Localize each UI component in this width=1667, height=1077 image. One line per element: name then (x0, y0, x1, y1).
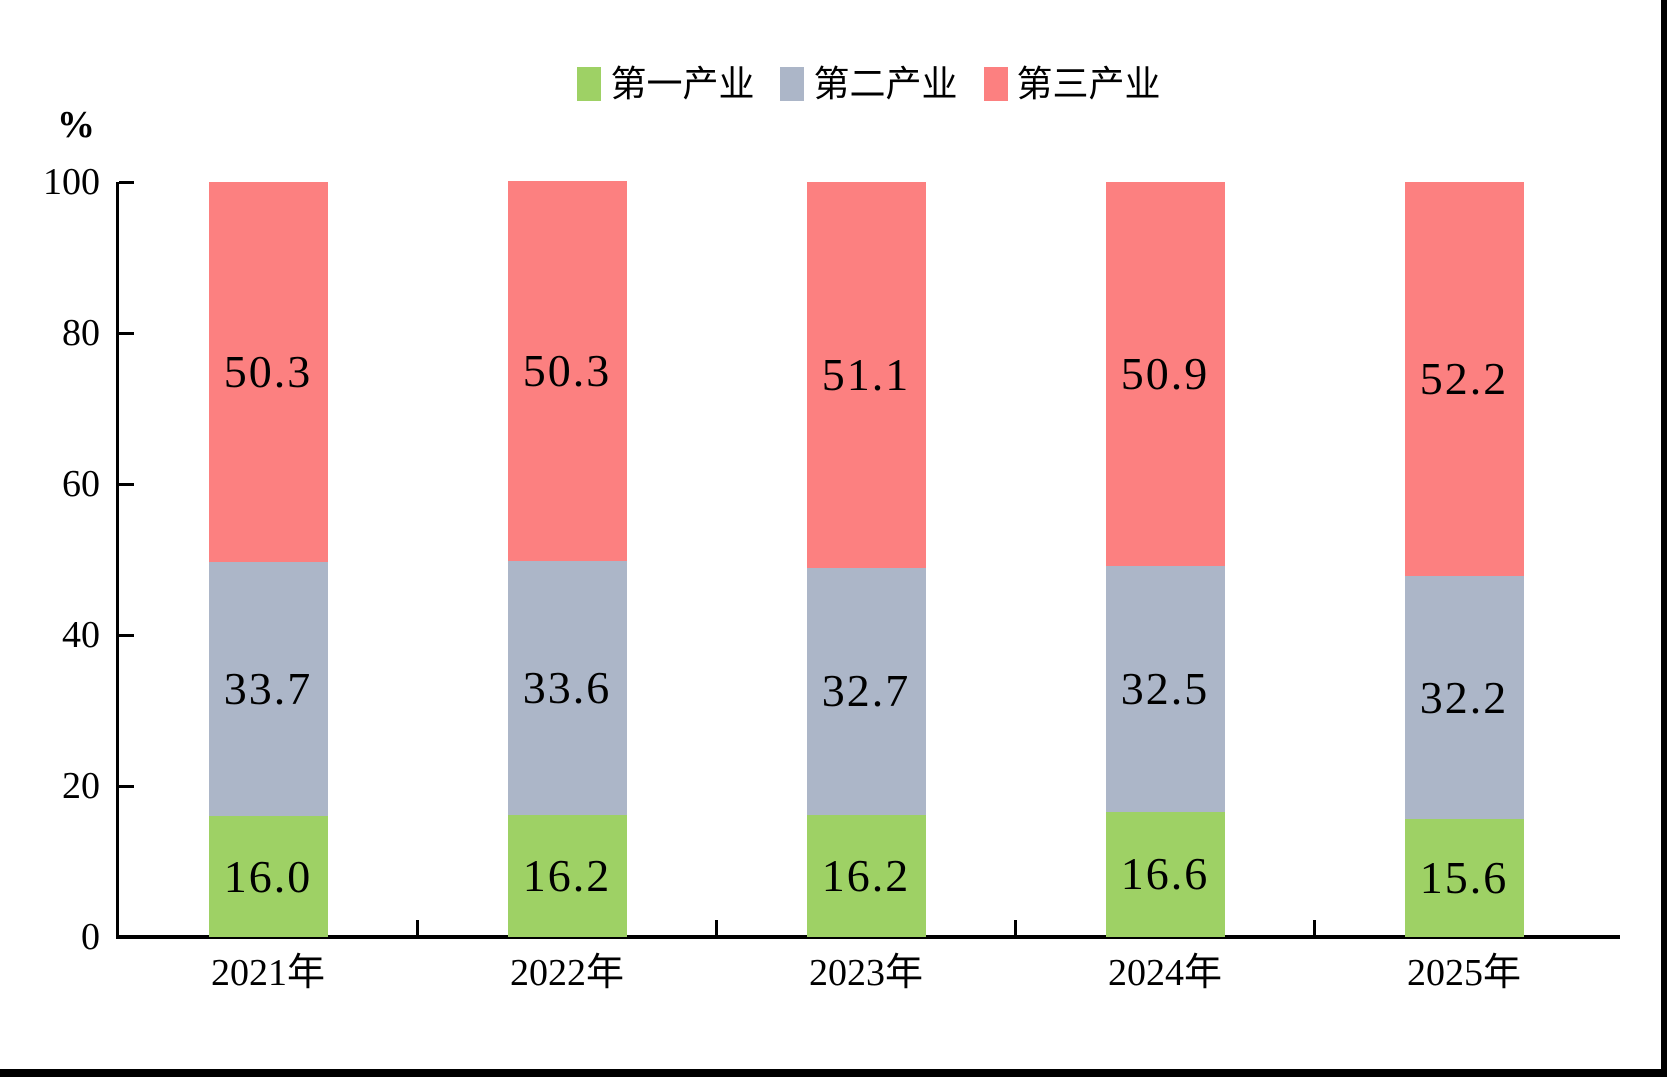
y-tick-label: 100 (43, 161, 100, 203)
bar-value-label: 16.0 (223, 850, 313, 902)
frame-border-bottom (0, 1069, 1667, 1077)
x-axis-tick (1014, 920, 1017, 935)
y-axis-unit-label: % (57, 104, 95, 146)
y-axis-line (116, 182, 119, 939)
legend-swatch (577, 67, 602, 101)
bar-value-label: 32.5 (1120, 662, 1210, 714)
bar-value-label: 15.6 (1419, 852, 1509, 904)
bar-value-label: 50.9 (1120, 348, 1210, 400)
bar-segment: 33.6 (507, 561, 627, 815)
bar-value-label: 16.2 (522, 849, 612, 901)
bar-value-label: 50.3 (223, 345, 313, 397)
x-axis-label: 2023年 (808, 952, 923, 994)
legend-label: 第二产业 (813, 64, 958, 104)
bar-value-label: 33.6 (522, 661, 612, 713)
bar-segment: 16.0 (208, 816, 328, 937)
bar-value-label: 16.2 (821, 849, 911, 901)
y-tick-label: 40 (62, 614, 100, 656)
bar-value-label: 52.2 (1419, 353, 1509, 405)
bar-segment: 32.5 (1105, 566, 1225, 812)
x-axis-tick (1313, 920, 1316, 935)
y-axis-tick (119, 633, 134, 637)
y-tick-label: 80 (62, 312, 100, 354)
legend-swatch (983, 67, 1008, 101)
bar-value-label: 51.1 (821, 348, 911, 400)
bar-segment: 16.6 (1105, 811, 1225, 937)
x-axis-label: 2022年 (509, 952, 624, 994)
bar-segment: 16.2 (507, 814, 627, 937)
bar-segment: 50.3 (208, 182, 328, 562)
bar-segment: 52.2 (1404, 182, 1524, 577)
x-axis-tick (416, 920, 419, 935)
legend-item: 第二产业 (780, 64, 958, 104)
bar-value-label: 32.7 (821, 665, 911, 717)
x-axis-label: 2021年 (210, 952, 325, 994)
x-axis-label: 2025年 (1406, 952, 1521, 994)
y-tick-label: 60 (62, 463, 100, 505)
y-axis-tick (119, 784, 134, 788)
bar-segment: 16.2 (806, 814, 926, 937)
y-tick-label: 20 (62, 765, 100, 807)
bar-segment: 32.7 (806, 567, 926, 815)
x-axis-label: 2024年 (1107, 952, 1222, 994)
y-axis-tick (119, 482, 134, 486)
y-axis-tick (119, 180, 134, 184)
bar-segment: 50.9 (1105, 182, 1225, 567)
legend: 第一产业 第二产业 第三产业 (118, 56, 1620, 112)
y-tick-label: 0 (81, 916, 100, 958)
y-axis-tick (119, 331, 134, 335)
bar-value-label: 16.6 (1120, 848, 1210, 900)
bar-segment: 33.7 (208, 561, 328, 817)
bar-segment: 32.2 (1404, 576, 1524, 820)
bar-value-label: 32.2 (1419, 671, 1509, 723)
legend-label: 第一产业 (610, 64, 755, 104)
x-axis-line (116, 935, 1620, 939)
bar-value-label: 50.3 (522, 345, 612, 397)
legend-label: 第三产业 (1016, 64, 1161, 104)
frame-border-right (1661, 0, 1667, 1077)
legend-item: 第三产业 (983, 64, 1161, 104)
bar-segment: 50.3 (507, 181, 627, 561)
x-axis-tick (715, 920, 718, 935)
legend-swatch (780, 67, 805, 101)
bar-value-label: 33.7 (223, 662, 313, 714)
bar-segment: 15.6 (1404, 819, 1524, 937)
bar-segment: 51.1 (806, 182, 926, 568)
legend-item: 第一产业 (577, 66, 754, 102)
